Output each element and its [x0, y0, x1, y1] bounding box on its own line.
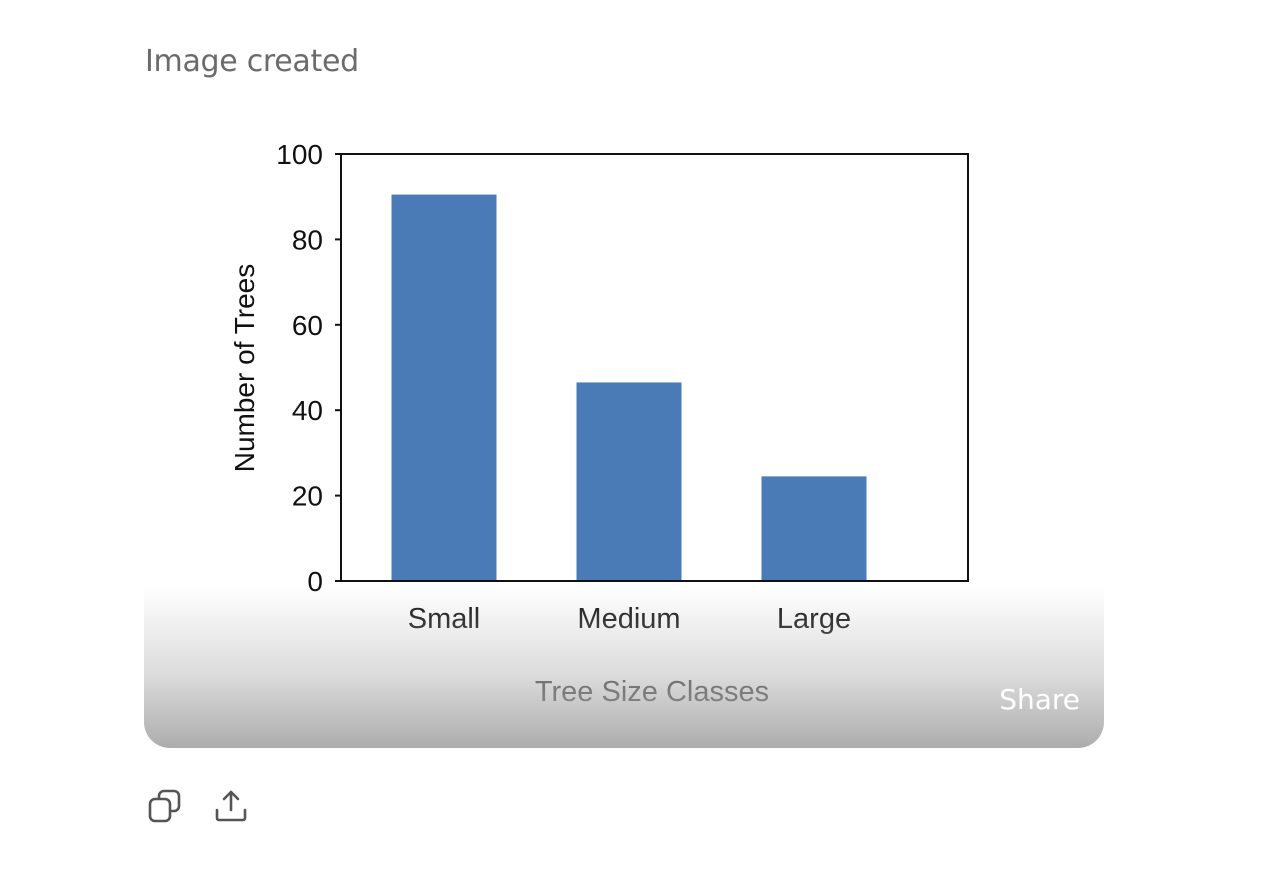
- message-actions: [146, 788, 250, 826]
- y-tick-label: 80: [292, 224, 323, 255]
- bar-chart: 0 20 40 60 80 100 Small Medium Large Number of …: [229, 139, 969, 708]
- y-axis-label: Number of Trees: [229, 264, 260, 473]
- x-tick-label: Medium: [577, 603, 680, 635]
- y-tick-label: 0: [307, 566, 323, 597]
- y-tick-label: 40: [292, 395, 323, 426]
- share-button[interactable]: Share: [999, 683, 1080, 716]
- y-tick-label: 100: [276, 139, 323, 170]
- generated-image[interactable]: 0 20 40 60 80 100 Small Medium Large Number of …: [144, 110, 1104, 748]
- plot-frame: [340, 153, 969, 582]
- x-tick-label: Large: [777, 603, 851, 635]
- upload-icon: [215, 790, 247, 822]
- bar-medium: [576, 382, 682, 581]
- copy-icon: [148, 789, 181, 823]
- share-export-button[interactable]: [212, 788, 250, 826]
- y-tick-label: 20: [292, 481, 323, 512]
- bar-large: [761, 476, 867, 581]
- copy-button[interactable]: [146, 788, 184, 826]
- bar-small: [391, 194, 497, 581]
- x-axis-label: Tree Size Classes: [535, 676, 769, 708]
- y-tick-label: 60: [292, 310, 323, 341]
- image-created-status: Image created: [145, 44, 359, 79]
- x-tick-label: Small: [408, 603, 481, 635]
